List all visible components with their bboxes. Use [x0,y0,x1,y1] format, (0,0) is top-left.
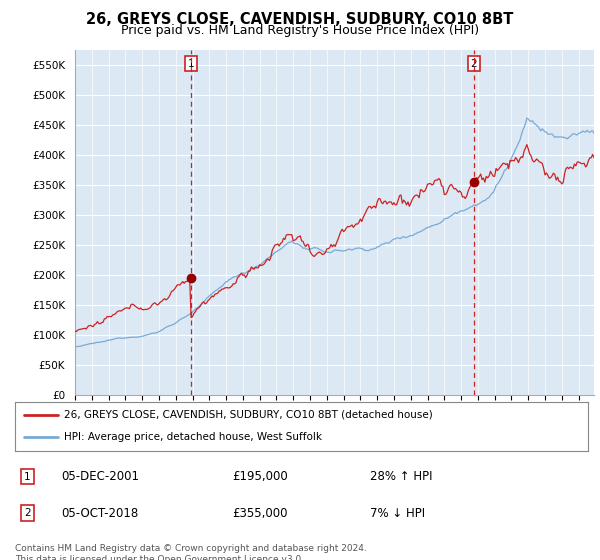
Text: 05-DEC-2001: 05-DEC-2001 [61,470,139,483]
Text: £195,000: £195,000 [233,470,289,483]
Text: 26, GREYS CLOSE, CAVENDISH, SUDBURY, CO10 8BT (detached house): 26, GREYS CLOSE, CAVENDISH, SUDBURY, CO1… [64,410,433,420]
Text: 05-OCT-2018: 05-OCT-2018 [61,507,138,520]
Text: 26, GREYS CLOSE, CAVENDISH, SUDBURY, CO10 8BT: 26, GREYS CLOSE, CAVENDISH, SUDBURY, CO1… [86,12,514,27]
Text: Contains HM Land Registry data © Crown copyright and database right 2024.
This d: Contains HM Land Registry data © Crown c… [15,544,367,560]
Text: HPI: Average price, detached house, West Suffolk: HPI: Average price, detached house, West… [64,432,322,442]
Text: 1: 1 [24,472,31,482]
Text: Price paid vs. HM Land Registry's House Price Index (HPI): Price paid vs. HM Land Registry's House … [121,24,479,36]
Text: 1: 1 [188,59,194,68]
Text: 28% ↑ HPI: 28% ↑ HPI [370,470,433,483]
Text: £355,000: £355,000 [233,507,288,520]
Text: 2: 2 [470,59,477,68]
Text: 2: 2 [24,508,31,518]
Text: 7% ↓ HPI: 7% ↓ HPI [370,507,425,520]
